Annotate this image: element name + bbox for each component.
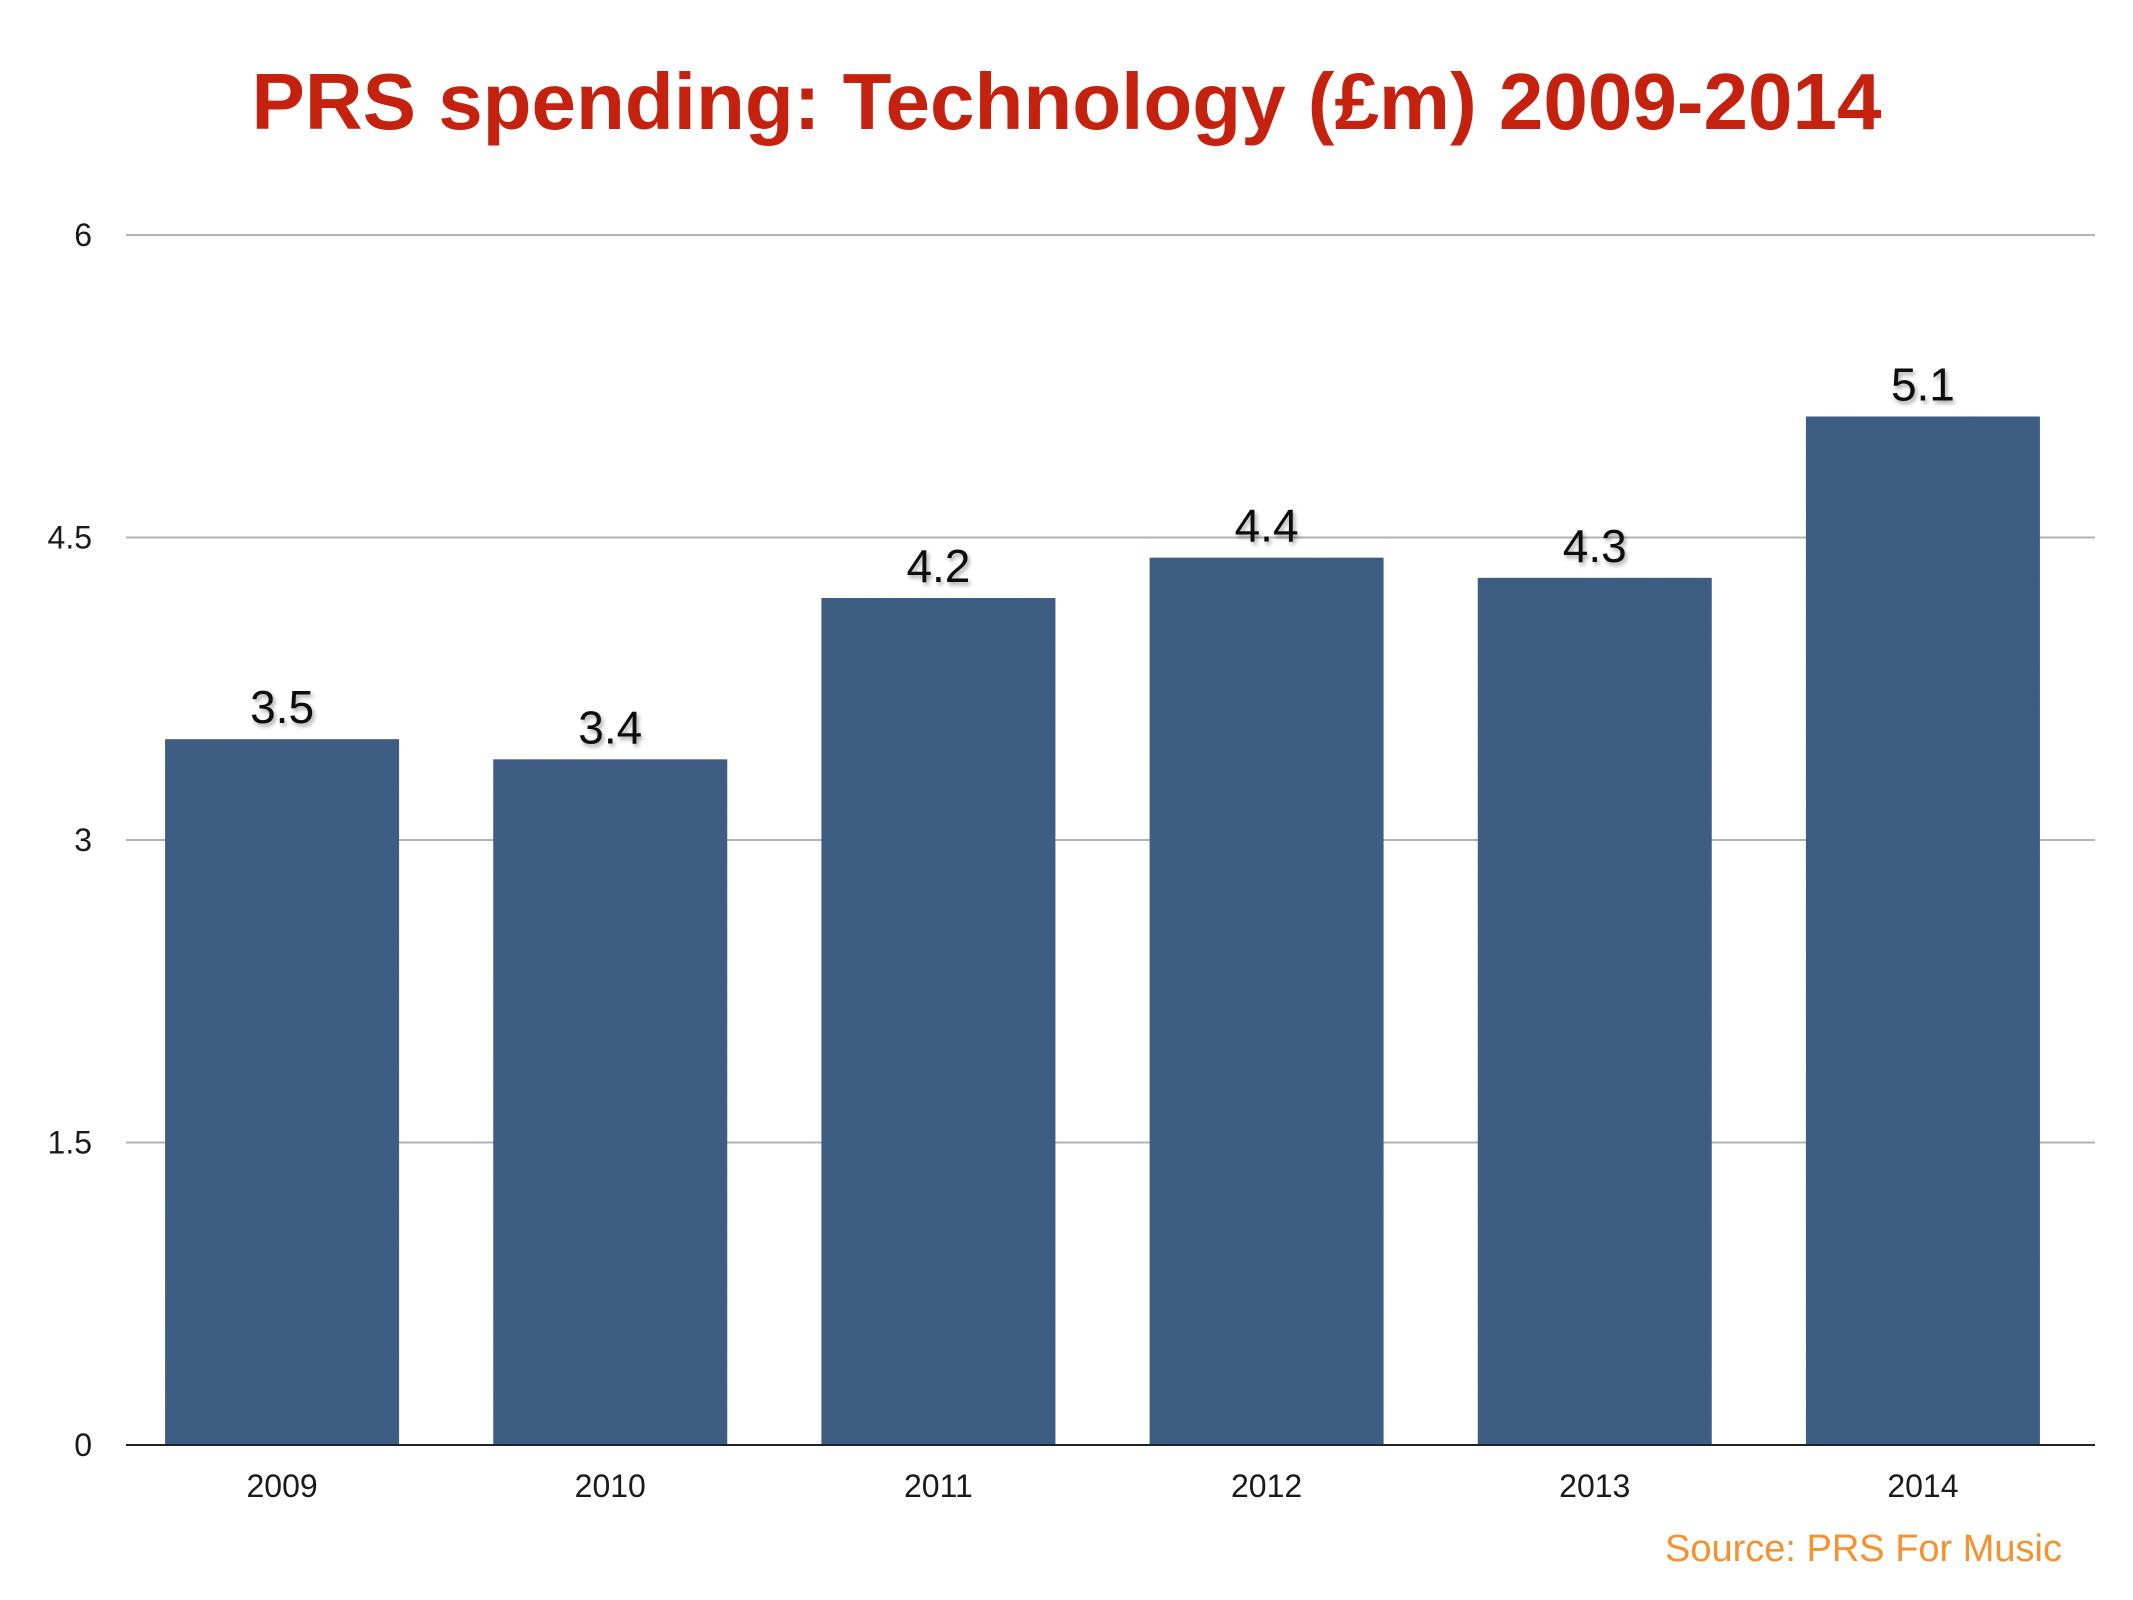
bar-2011	[821, 598, 1056, 1445]
bar-2014	[1805, 416, 2040, 1445]
y-tick-label: 1.5	[48, 1125, 92, 1161]
bar-2009	[165, 739, 400, 1445]
data-label-2011: 4.2	[906, 540, 970, 592]
bar-2012	[1149, 557, 1384, 1445]
x-axis-ticks: 2009 2010 2011 2012 2013 2014	[246, 1468, 1958, 1504]
data-label-2014: 5.1	[1891, 359, 1955, 411]
y-tick-label: 6	[74, 217, 92, 253]
chart-title: PRS spending: Technology (£m) 2009-2014	[251, 57, 1882, 146]
data-label-2013: 4.3	[1563, 520, 1627, 572]
data-label-2012: 4.4	[1235, 500, 1299, 552]
y-tick-label: 0	[74, 1427, 92, 1463]
x-tick-label-2012: 2012	[1231, 1468, 1302, 1504]
x-tick-label-2011: 2011	[904, 1468, 973, 1504]
bar-2013	[1477, 577, 1712, 1445]
bar-2010	[493, 759, 728, 1445]
y-tick-label: 4.5	[48, 520, 92, 556]
x-tick-label-2014: 2014	[1887, 1468, 1958, 1504]
y-axis-ticks: 0 1.5 3 4.5 6	[48, 217, 92, 1463]
bars	[165, 416, 2040, 1445]
x-tick-label-2009: 2009	[246, 1468, 317, 1504]
data-labels: 3.5 3.4 4.2 4.4 4.3 5.1	[250, 359, 1955, 754]
x-tick-label-2010: 2010	[575, 1468, 646, 1504]
gridlines	[126, 234, 2095, 1144]
data-label-2009: 3.5	[250, 681, 314, 733]
source-note: Source: PRS For Music	[1665, 1528, 2062, 1570]
y-tick-label: 3	[74, 822, 92, 858]
data-label-2010: 3.4	[578, 701, 642, 753]
x-tick-label-2013: 2013	[1559, 1468, 1630, 1504]
